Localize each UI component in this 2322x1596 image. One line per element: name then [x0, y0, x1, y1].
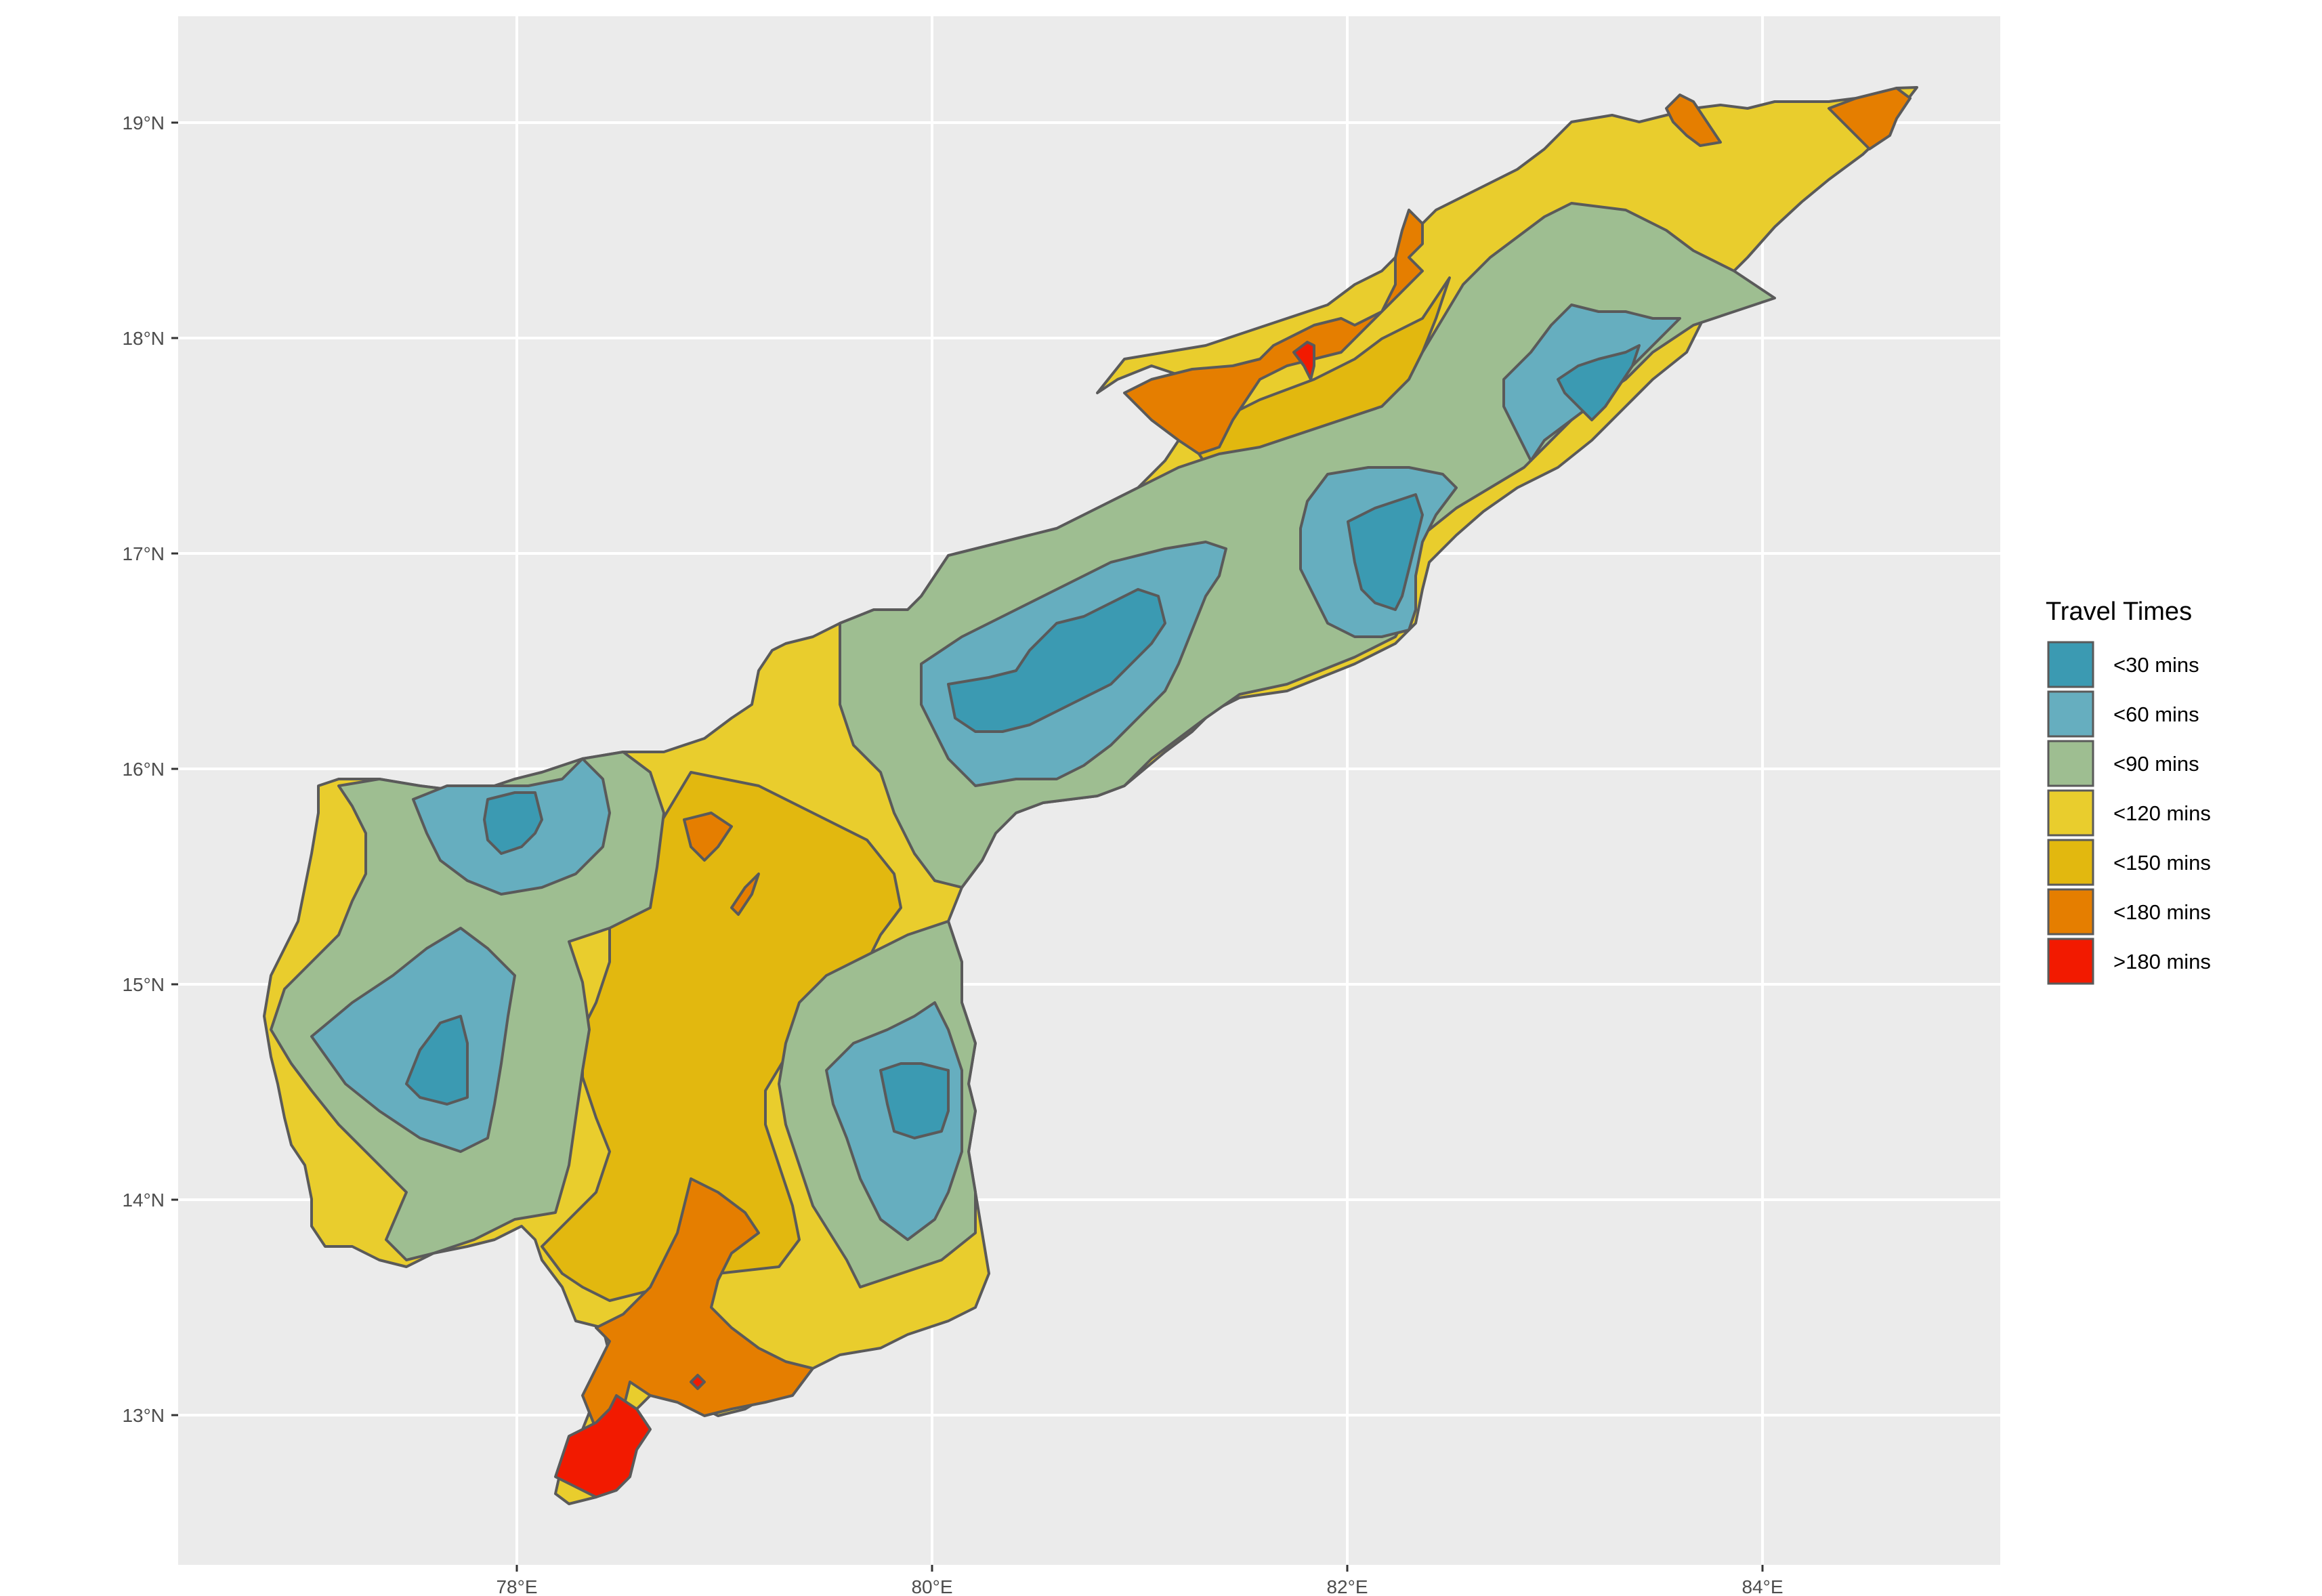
legend-swatch	[2047, 888, 2094, 936]
legend-swatch	[2047, 938, 2094, 985]
zone-gt180-north	[1292, 341, 1315, 381]
x-tick-label: 80°E	[911, 1576, 952, 1596]
zone-lt180-north	[1123, 209, 1424, 455]
zone-lt180-central-a	[683, 812, 733, 862]
legend-swatch	[2047, 740, 2094, 787]
zone-lt180-northeast-hills	[1665, 93, 1722, 147]
x-tick-label: 84°E	[1742, 1576, 1783, 1596]
y-tick-label: 16°N	[122, 759, 165, 780]
x-tick-labels: 78°E 80°E 82°E 84°E	[496, 1576, 1783, 1596]
zone-lt30-visakhapatnam	[1557, 344, 1641, 421]
y-tick-labels: 19°N 18°N 17°N 16°N 15°N 14°N 13°N	[122, 112, 165, 1426]
zone-lt30-kadapa	[405, 1015, 469, 1106]
legend-label: <120 mins	[2113, 801, 2211, 825]
zone-lt30-krishna	[947, 588, 1166, 733]
legend-item: <90 mins	[2047, 740, 2199, 787]
zone-lt180-northeast-coast	[1828, 87, 1912, 150]
zone-gt180-small	[690, 1374, 706, 1390]
legend-item: <30 mins	[2047, 641, 2199, 688]
legend-title: Travel Times	[2046, 597, 2192, 626]
legend: Travel Times <30 mins <60 mins <90 mins …	[2046, 597, 2211, 985]
y-tick-label: 14°N	[122, 1190, 165, 1211]
zones	[263, 86, 1918, 1505]
y-tick-label: 19°N	[122, 112, 165, 133]
zone-lt30-godavari	[1347, 493, 1424, 611]
x-tick-label: 78°E	[496, 1576, 537, 1596]
zone-lt30-kurnool	[483, 791, 543, 855]
legend-swatch	[2047, 839, 2094, 886]
legend-label: <150 mins	[2113, 851, 2211, 875]
legend-item: >180 mins	[2047, 938, 2211, 985]
x-tick-label: 82°E	[1326, 1576, 1368, 1596]
axis-ticks	[171, 121, 1764, 1572]
zone-gt180-south	[554, 1394, 652, 1498]
zone-lt180-central-b	[730, 873, 760, 916]
y-tick-label: 17°N	[122, 543, 165, 564]
zone-lt30-nellore	[879, 1062, 950, 1139]
legend-label: >180 mins	[2113, 950, 2211, 973]
legend-label: <90 mins	[2113, 752, 2199, 776]
zone-lt180-south	[581, 1177, 814, 1444]
legend-label: <30 mins	[2113, 653, 2199, 677]
legend-label: <60 mins	[2113, 702, 2199, 726]
legend-label: <180 mins	[2113, 900, 2211, 924]
legend-swatch	[2047, 641, 2094, 688]
legend-swatch	[2047, 789, 2094, 837]
legend-item: <180 mins	[2047, 888, 2211, 936]
y-tick-label: 18°N	[122, 328, 165, 349]
legend-swatch	[2047, 690, 2094, 738]
legend-item: <150 mins	[2047, 839, 2211, 886]
legend-item: <120 mins	[2047, 789, 2211, 837]
legend-item: <60 mins	[2047, 690, 2199, 738]
y-tick-label: 13°N	[122, 1405, 165, 1426]
y-tick-label: 15°N	[122, 974, 165, 995]
